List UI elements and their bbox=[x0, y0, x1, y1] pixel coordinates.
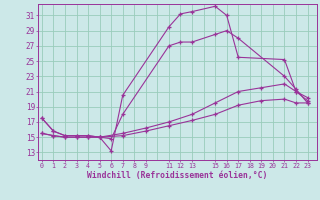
X-axis label: Windchill (Refroidissement éolien,°C): Windchill (Refroidissement éolien,°C) bbox=[87, 171, 268, 180]
